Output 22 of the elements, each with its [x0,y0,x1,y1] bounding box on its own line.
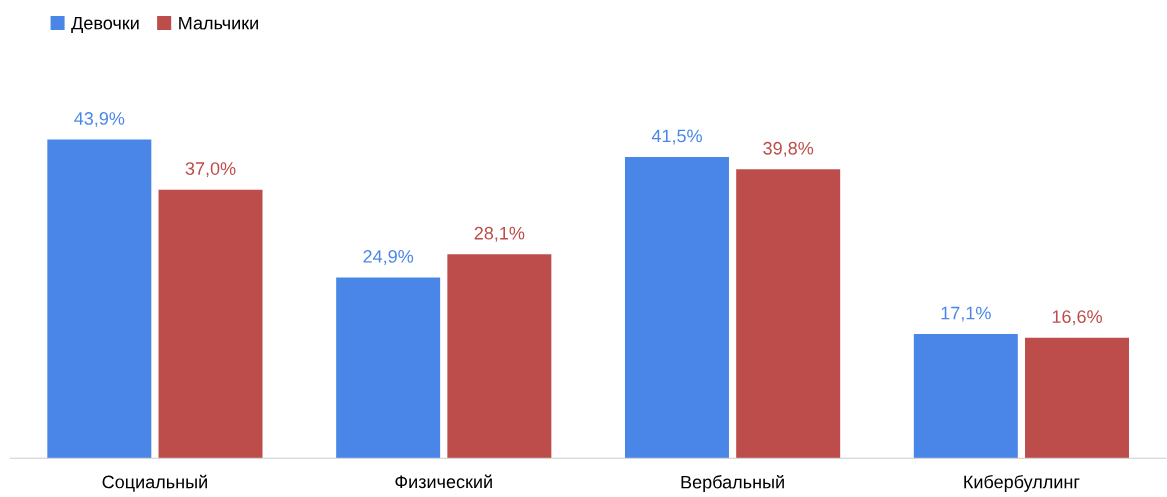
data-label: 37,0% [185,162,236,178]
data-label: 24,9% [363,250,414,265]
data-label: 41,5% [651,129,702,145]
bar [336,277,441,459]
data-label: 28,1% [474,226,525,242]
data-label: 39,8% [763,141,814,157]
bar [158,189,263,459]
bar [47,139,152,459]
bar [913,334,1018,459]
bar [624,156,729,459]
x-tick-label: Кибербуллинг [964,474,1080,492]
data-label: 16,6% [1052,310,1102,326]
legend-label: Мальчики [179,16,258,30]
bar [736,169,841,459]
x-tick-label: Физический [395,474,492,489]
x-tick-label: Вербальный [681,474,784,493]
legend-label: Девочки [71,16,139,33]
bar [1025,337,1130,459]
x-tick-label: Социальный [102,474,207,492]
data-label: 17,1% [941,306,991,322]
data-label: 43,9% [74,112,125,127]
bar [447,254,552,459]
